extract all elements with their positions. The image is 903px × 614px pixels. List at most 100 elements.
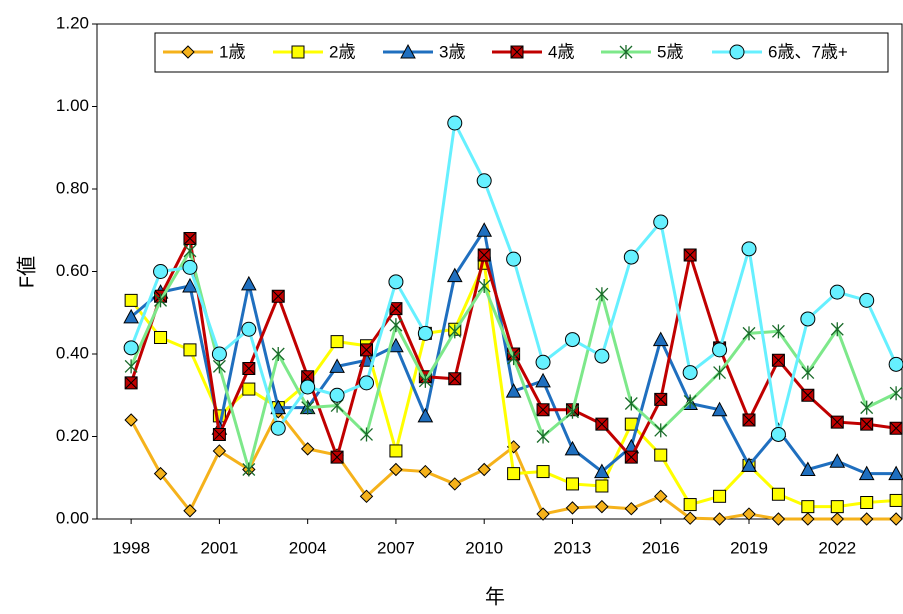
marker	[507, 467, 521, 481]
marker	[183, 504, 197, 518]
marker	[595, 499, 609, 514]
marker	[801, 512, 815, 526]
marker	[654, 448, 668, 462]
x-axis-title: 年	[485, 585, 505, 608]
marker	[859, 292, 875, 308]
marker	[536, 507, 550, 521]
marker	[742, 507, 756, 521]
marker	[888, 465, 903, 481]
y-tick-label: 1.00	[56, 96, 89, 115]
marker	[389, 444, 403, 458]
marker	[124, 359, 138, 374]
marker	[359, 375, 375, 391]
marker	[619, 45, 633, 59]
x-tick-label: 1998	[112, 538, 150, 557]
marker	[330, 450, 344, 464]
marker	[889, 386, 903, 401]
marker	[300, 379, 316, 395]
marker	[123, 340, 139, 356]
marker	[770, 426, 786, 442]
marker	[771, 487, 785, 501]
marker	[389, 302, 403, 316]
x-tick-label: 2019	[730, 538, 768, 557]
marker	[729, 44, 745, 60]
marker	[565, 501, 580, 515]
marker	[565, 477, 579, 491]
marker	[271, 347, 285, 361]
marker	[830, 322, 844, 337]
marker	[447, 115, 463, 131]
marker	[742, 413, 756, 427]
marker	[888, 356, 903, 372]
y-tick-label: 0.60	[56, 261, 89, 280]
marker	[654, 423, 668, 438]
marker	[860, 417, 874, 431]
marker	[417, 407, 434, 423]
marker	[182, 259, 198, 275]
marker	[800, 311, 816, 327]
marker	[860, 496, 874, 509]
legend-label: 3歳	[439, 42, 465, 61]
marker	[240, 275, 257, 291]
marker	[682, 365, 698, 381]
y-tick-label: 1.20	[56, 13, 89, 32]
marker	[360, 427, 373, 442]
marker	[417, 325, 433, 341]
marker	[360, 343, 374, 357]
marker	[448, 372, 462, 386]
marker	[329, 387, 345, 403]
marker	[741, 241, 757, 257]
y-tick-label: 0.40	[56, 343, 89, 362]
marker	[654, 489, 668, 504]
marker	[624, 396, 638, 411]
marker	[154, 331, 168, 344]
plot-frame	[96, 23, 903, 520]
marker	[889, 421, 903, 435]
marker	[801, 365, 815, 380]
marker	[448, 324, 462, 339]
marker	[241, 321, 257, 337]
marker	[270, 420, 286, 436]
marker	[536, 465, 550, 479]
x-tick-label: 2013	[554, 538, 592, 557]
marker	[153, 466, 168, 481]
marker	[564, 332, 580, 348]
marker	[742, 326, 756, 341]
marker	[829, 453, 846, 468]
marker	[506, 251, 522, 267]
marker	[242, 361, 256, 375]
marker	[388, 337, 404, 353]
marker	[123, 308, 139, 324]
marker	[124, 293, 138, 307]
marker	[183, 232, 197, 245]
marker	[329, 358, 345, 373]
marker	[771, 353, 785, 367]
marker	[446, 267, 463, 283]
marker	[858, 465, 875, 481]
marker	[595, 417, 609, 431]
marker	[388, 274, 404, 290]
marker	[741, 457, 757, 472]
marker	[800, 461, 816, 476]
marker	[594, 348, 610, 364]
x-tick-label: 2001	[200, 538, 238, 557]
marker	[712, 512, 727, 526]
marker	[330, 335, 344, 349]
legend-label: 6歳、7歳+	[768, 42, 848, 61]
marker	[476, 222, 493, 237]
marker	[359, 489, 374, 504]
marker	[830, 415, 844, 429]
marker	[476, 173, 492, 189]
x-tick-label: 2022	[818, 538, 856, 557]
marker	[182, 277, 198, 293]
marker	[418, 464, 433, 479]
marker	[535, 372, 551, 388]
marker	[654, 392, 668, 406]
marker	[652, 331, 669, 347]
marker	[389, 462, 403, 477]
y-tick-label: 0.20	[56, 426, 89, 445]
marker	[505, 383, 522, 398]
x-tick-label: 2016	[642, 538, 680, 557]
marker	[183, 243, 197, 258]
